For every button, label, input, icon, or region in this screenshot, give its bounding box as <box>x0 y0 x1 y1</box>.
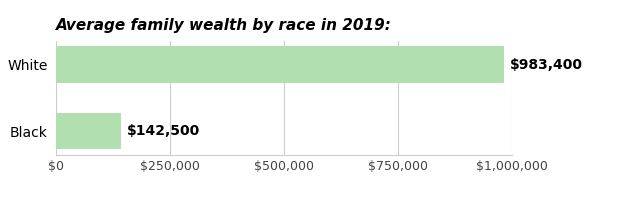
Text: Average family wealth by race in 2019:: Average family wealth by race in 2019: <box>56 18 392 33</box>
Bar <box>56 46 504 83</box>
Text: $983,400: $983,400 <box>510 58 583 72</box>
Bar <box>56 113 121 149</box>
Text: $142,500: $142,500 <box>127 124 200 138</box>
